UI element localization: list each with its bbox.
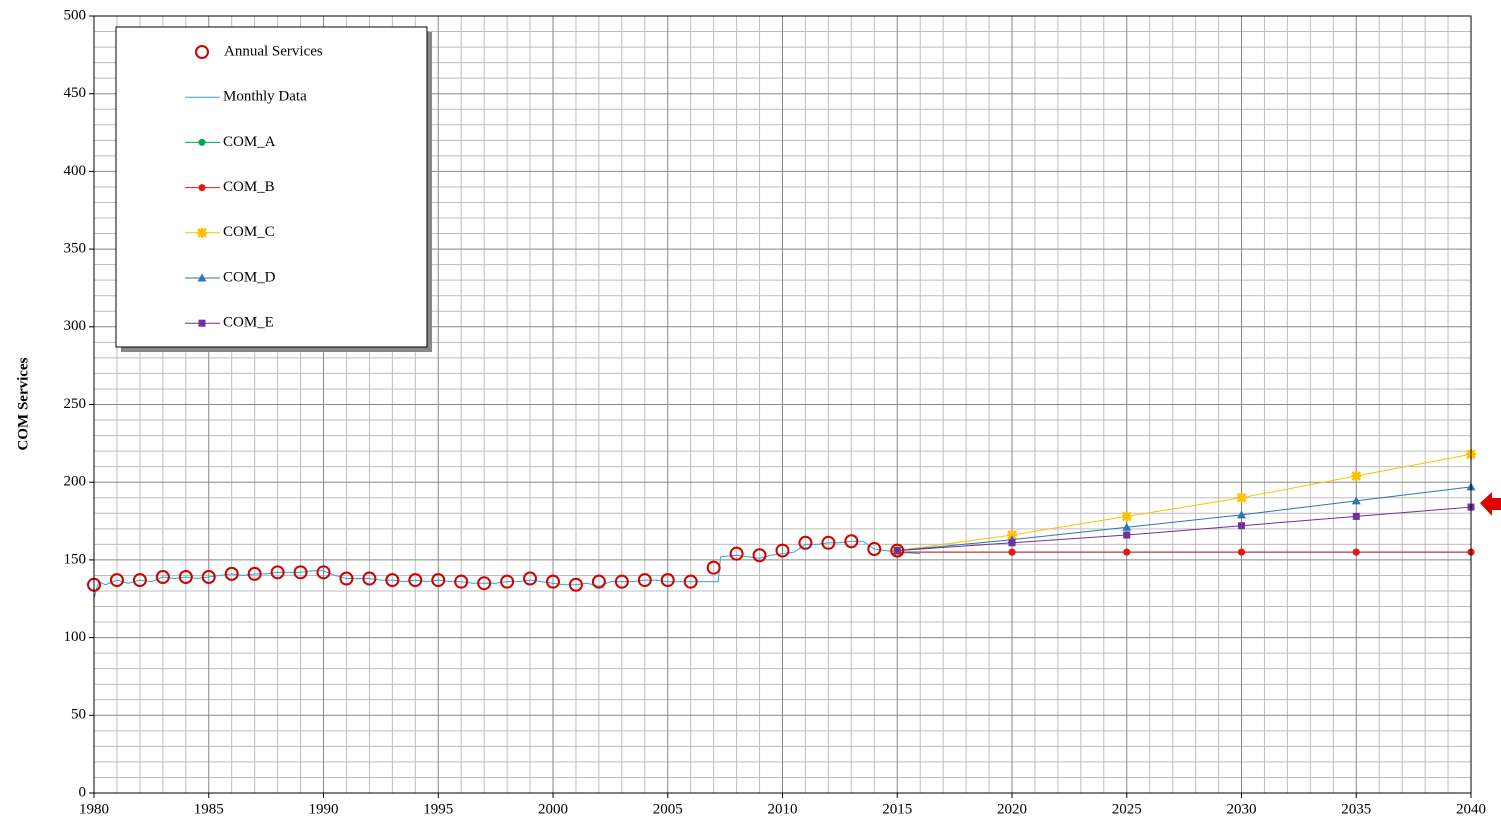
marker	[844, 534, 859, 549]
marker	[195, 45, 209, 59]
marker	[1122, 522, 1132, 531]
marker	[454, 574, 469, 589]
marker	[178, 569, 193, 584]
marker	[637, 573, 652, 588]
legend-label: Annual Services	[224, 43, 323, 59]
marker	[729, 546, 744, 561]
marker	[706, 560, 721, 575]
series-line	[897, 506, 1472, 552]
marker	[660, 573, 675, 588]
marker	[109, 573, 124, 588]
marker	[568, 577, 583, 592]
marker	[247, 566, 262, 581]
series-line	[93, 540, 921, 599]
marker	[1008, 539, 1016, 547]
marker	[1238, 548, 1245, 556]
marker	[132, 573, 147, 588]
legend-label: Monthly Data	[223, 89, 307, 105]
marker	[1123, 548, 1131, 556]
plot	[87, 449, 1476, 599]
marker	[431, 573, 446, 588]
marker	[198, 138, 206, 146]
legend-label: COM_A	[223, 134, 276, 150]
marker	[198, 319, 206, 327]
x-tick-label: 1985	[194, 801, 224, 817]
x-tick-label: 1980	[79, 801, 109, 817]
marker	[224, 566, 239, 581]
marker	[1237, 510, 1246, 519]
marker	[1351, 470, 1362, 481]
y-tick-label: 400	[64, 163, 87, 179]
marker	[893, 547, 901, 555]
x-tick-label: 2040	[1456, 801, 1486, 817]
y-tick-label: 300	[64, 318, 87, 334]
x-tick-label: 2030	[1227, 801, 1257, 817]
x-tick-label: 1995	[423, 801, 453, 817]
marker	[339, 571, 354, 586]
x-tick-label: 2010	[768, 801, 798, 817]
marker	[1236, 492, 1247, 503]
marker	[867, 542, 882, 557]
marker	[408, 573, 423, 588]
marker	[197, 273, 207, 282]
marker	[523, 571, 538, 586]
y-tick-label: 0	[79, 784, 87, 800]
y-tick-label: 150	[64, 551, 87, 567]
marker	[546, 574, 560, 589]
series-line	[897, 453, 1472, 552]
y-tick-label: 350	[64, 241, 87, 257]
marker	[1352, 548, 1360, 556]
marker	[477, 576, 492, 591]
legend	[115, 26, 428, 348]
marker	[316, 565, 331, 580]
y-tick-label: 450	[64, 85, 87, 101]
y-tick-label: 200	[64, 474, 87, 490]
marker	[155, 569, 170, 584]
y-tick-label: 250	[64, 396, 87, 412]
x-tick-label: 2020	[997, 801, 1027, 817]
marker	[198, 184, 206, 192]
x-tick-label: 2005	[653, 801, 683, 817]
y-axis-label: COM Services	[15, 357, 31, 450]
x-tick-label: 2035	[1341, 801, 1371, 817]
y-tick-label: 50	[71, 707, 86, 723]
marker	[1121, 511, 1132, 522]
marker	[362, 571, 377, 586]
legend-label: COM_C	[223, 224, 275, 240]
marker	[821, 535, 836, 550]
legend-items: Annual Services Monthly Data COM_A COM_B COM…	[185, 43, 323, 331]
marker	[775, 543, 790, 558]
legend-label: COM_E	[223, 315, 274, 331]
series-line	[897, 486, 1472, 552]
marker	[1007, 530, 1017, 541]
legend-label: COM_D	[223, 269, 276, 285]
arrow-icon	[1480, 492, 1501, 516]
marker	[385, 573, 400, 588]
marker	[500, 574, 515, 589]
marker	[293, 565, 308, 580]
y-tick-label: 500	[64, 7, 87, 23]
x-tick-label: 1990	[309, 801, 339, 817]
marker	[798, 535, 813, 550]
marker	[591, 574, 606, 589]
marker	[752, 548, 767, 563]
marker	[683, 574, 698, 589]
marker	[1352, 512, 1360, 520]
marker	[1123, 531, 1131, 539]
x-tick-label: 2015	[882, 801, 912, 817]
y-tick-label: 100	[64, 629, 87, 645]
x-tick-label: 2025	[1112, 801, 1142, 817]
marker	[197, 227, 207, 238]
marker	[890, 543, 905, 558]
x-tick-label: 2000	[538, 801, 568, 817]
legend-label: COM_B	[223, 179, 275, 195]
marker	[1008, 548, 1016, 556]
marker	[270, 565, 285, 580]
marker	[1351, 496, 1361, 505]
marker	[201, 569, 216, 584]
marker	[614, 574, 629, 589]
marker	[1238, 522, 1245, 530]
